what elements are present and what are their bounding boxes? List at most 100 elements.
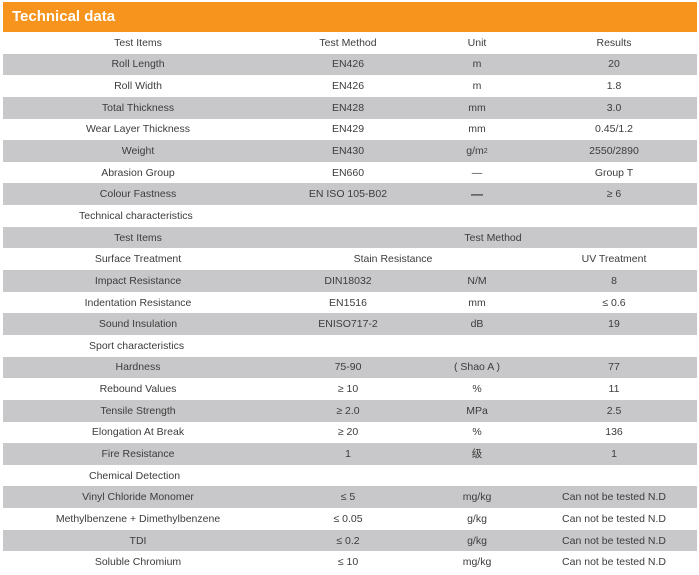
result-cell: 8 bbox=[611, 274, 617, 287]
item-cell: Indentation Resistance bbox=[84, 296, 192, 309]
item-cell: Surface Treatment bbox=[94, 253, 182, 266]
item-cell: Hardness bbox=[115, 361, 161, 374]
table-row: Indentation Resistance EN1516 mm ≤ 0.6 bbox=[3, 291, 697, 314]
table-row: Impact Resistance DIN18032 N/M 8 bbox=[3, 270, 697, 292]
table-row: Soluble Chromium ≤ 10 mg/kg Can not be t… bbox=[3, 551, 697, 574]
unit-cell: g/kg bbox=[467, 512, 487, 525]
table-row: Methylbenzene + Dimethylbenzene ≤ 0.05 g… bbox=[3, 508, 697, 530]
unit-cell: 级 bbox=[471, 448, 483, 461]
section-label-technical: Technical characteristics bbox=[79, 209, 193, 222]
unit-cell: m bbox=[472, 80, 482, 93]
result-cell: Group T bbox=[594, 166, 634, 179]
item-cell: Tensile Strength bbox=[100, 404, 176, 417]
table-header-row: Test Items Test Method Unit Results bbox=[3, 32, 697, 54]
section-row: Technical characteristics bbox=[3, 205, 697, 227]
method-cell: EN430 bbox=[331, 145, 365, 158]
result-cell: ≥ 6 bbox=[606, 188, 622, 201]
result-cell: Can not be tested N.D bbox=[562, 534, 666, 547]
method-cell: EN660 bbox=[331, 166, 365, 179]
result-cell: Can not be tested N.D bbox=[562, 512, 666, 525]
item-cell: TDI bbox=[129, 534, 147, 547]
section-label-chemical: Chemical Detection bbox=[89, 469, 181, 482]
unit-cell: mg/kg bbox=[462, 491, 492, 504]
item-cell: Colour Fastness bbox=[99, 188, 177, 201]
table-row: Wear Layer Thickness EN429 mm 0.45/1.2 bbox=[3, 118, 697, 141]
table-row: Abrasion Group EN660 — Group T bbox=[3, 161, 697, 184]
method-cell: EN429 bbox=[331, 123, 365, 136]
item-cell: Weight bbox=[121, 145, 155, 158]
subheader-test-items: Test Items bbox=[114, 231, 162, 244]
method-cell: 1 bbox=[345, 447, 351, 460]
unit-text: g/m bbox=[466, 145, 484, 158]
item-cell: Abrasion Group bbox=[101, 166, 175, 179]
unit-cell: ( Shao A ) bbox=[453, 361, 501, 374]
item-cell: Rebound Values bbox=[99, 383, 177, 396]
table-row: Colour Fastness EN ISO 105-B02 — ≥ 6 bbox=[3, 183, 697, 206]
method-cell: ENISO717-2 bbox=[318, 318, 378, 331]
technical-data-table: Test Items Test Method Unit Results Roll… bbox=[3, 32, 697, 574]
stain-resistance-cell: Stain Resistance bbox=[353, 253, 433, 266]
result-cell: 2.5 bbox=[606, 404, 622, 417]
method-cell: ≤ 5 bbox=[340, 491, 356, 504]
unit-cell: MPa bbox=[466, 404, 488, 417]
result-cell: 136 bbox=[605, 426, 623, 439]
method-cell: ≤ 10 bbox=[337, 556, 359, 569]
item-cell: Impact Resistance bbox=[94, 274, 182, 287]
unit-superscript: 2 bbox=[483, 147, 488, 155]
header-test-items: Test Items bbox=[114, 36, 162, 49]
item-cell: Fire Resistance bbox=[101, 447, 175, 460]
table-row: Weight EN430 g/m 2 2550/2890 bbox=[3, 140, 697, 162]
method-cell: EN ISO 105-B02 bbox=[308, 188, 388, 201]
method-cell: EN1516 bbox=[329, 296, 367, 309]
item-cell: Methylbenzene + Dimethylbenzene bbox=[55, 512, 221, 525]
header-test-method: Test Method bbox=[319, 36, 377, 49]
result-cell: 1.8 bbox=[606, 80, 622, 93]
item-cell: Vinyl Chloride Monomer bbox=[82, 491, 194, 504]
result-cell: Can not be tested N.D bbox=[562, 556, 666, 569]
section-row: Sport characteristics bbox=[3, 334, 697, 357]
unit-cell: — bbox=[471, 166, 483, 179]
unit-cell: % bbox=[472, 383, 482, 396]
result-cell: 2550/2890 bbox=[589, 145, 639, 158]
item-cell: Sound Insulation bbox=[98, 318, 178, 331]
unit-cell: — bbox=[471, 187, 483, 202]
item-cell: Soluble Chromium bbox=[94, 556, 182, 569]
result-cell: 20 bbox=[608, 58, 620, 71]
unit-cell: N/M bbox=[467, 274, 487, 287]
unit-cell: g/m 2 bbox=[423, 140, 531, 162]
unit-cell: % bbox=[472, 426, 482, 439]
table-row: Elongation At Break ≥ 20 % 136 bbox=[3, 421, 697, 444]
table-row: Surface Treatment Stain Resistance UV Tr… bbox=[3, 248, 697, 271]
page-title: Technical data bbox=[3, 2, 697, 32]
item-cell: Roll Width bbox=[114, 80, 162, 93]
result-cell: 3.0 bbox=[606, 101, 622, 114]
method-cell: ≥ 20 bbox=[337, 426, 359, 439]
unit-cell: mg/kg bbox=[462, 556, 492, 569]
table-row: Tensile Strength ≥ 2.0 MPa 2.5 bbox=[3, 399, 697, 422]
table-row: TDI ≤ 0.2 g/kg Can not be tested N.D bbox=[3, 529, 697, 552]
uv-treatment-cell: UV Treatment bbox=[581, 253, 647, 266]
unit-cell: m bbox=[472, 58, 482, 71]
method-cell: 75-90 bbox=[334, 361, 362, 374]
result-cell: 77 bbox=[608, 361, 620, 374]
method-cell: EN428 bbox=[331, 101, 365, 114]
method-cell: ≤ 0.2 bbox=[336, 534, 360, 547]
method-cell: ≥ 2.0 bbox=[336, 404, 360, 417]
item-cell: Total Thickness bbox=[101, 101, 175, 114]
unit-cell: mm bbox=[468, 296, 486, 309]
result-cell: 19 bbox=[608, 318, 620, 331]
subheader-test-method: Test Method bbox=[464, 231, 522, 244]
result-cell: Can not be tested N.D bbox=[562, 491, 666, 504]
unit-cell: dB bbox=[470, 318, 484, 331]
table-row: Fire Resistance 1 级 1 bbox=[3, 443, 697, 465]
method-cell: EN426 bbox=[331, 80, 365, 93]
table-row: Roll Width EN426 m 1.8 bbox=[3, 75, 697, 97]
item-cell: Wear Layer Thickness bbox=[85, 123, 191, 136]
method-cell: ≥ 10 bbox=[337, 383, 359, 396]
table-row: Total Thickness EN428 mm 3.0 bbox=[3, 96, 697, 119]
item-cell: Roll Length bbox=[111, 58, 165, 71]
result-cell: 0.45/1.2 bbox=[595, 123, 633, 136]
result-cell: ≤ 0.6 bbox=[602, 296, 626, 309]
unit-cell: mm bbox=[468, 123, 486, 136]
